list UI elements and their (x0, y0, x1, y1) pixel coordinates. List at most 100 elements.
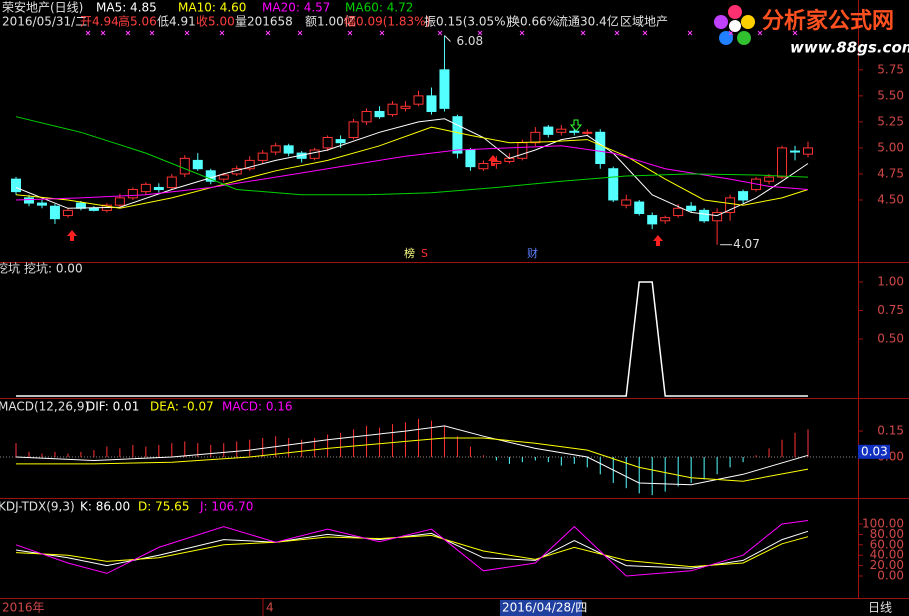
candle-body (283, 145, 294, 154)
quote-item: 额1.00亿 (305, 14, 356, 29)
panel-label: J: 106.70 (199, 500, 253, 514)
quote-item: 流通30.4亿 (556, 14, 619, 29)
candle-body (465, 149, 476, 168)
panel-label: 挖坑: 0.00 (24, 261, 83, 276)
quote-item: 高5.06 (118, 14, 157, 29)
candle-body (257, 152, 268, 161)
candle-body (491, 160, 502, 165)
candle-body (725, 197, 736, 213)
buy-arrow (653, 235, 663, 246)
signal-cross (347, 30, 353, 36)
signal-cross (184, 30, 190, 36)
candle-body (335, 139, 346, 144)
quote-item: 开4.94 (80, 15, 119, 29)
candle-body (712, 211, 723, 222)
logo-name: 分析家公式网 (762, 8, 894, 34)
candle-body (569, 130, 580, 133)
candle-body (192, 159, 203, 170)
candle-body (621, 199, 632, 206)
buy-arrow (67, 230, 77, 241)
indicator-line (15, 118, 809, 217)
petal (728, 5, 742, 19)
low-label: 4.07 (733, 237, 760, 251)
signal-cross (100, 30, 106, 36)
candle-body (244, 159, 255, 170)
indicator-line (15, 145, 809, 201)
y-tick-label: 0.50 (877, 332, 904, 346)
panel-label: K: 86.00 (80, 500, 130, 514)
candle-body (179, 157, 190, 175)
candle-body (218, 174, 229, 180)
candle-body (439, 69, 450, 109)
event-mark: 榜 (404, 246, 415, 260)
y-tick-label: 0.75 (877, 303, 904, 317)
signal-cross (125, 30, 131, 36)
signal-cross (85, 30, 91, 36)
cursor-value: 0.03 (861, 444, 888, 458)
logo-url: www.88gs.com (790, 39, 909, 57)
y-tick-label: 1.00 (877, 275, 904, 289)
y-tick-label: 5.75 (877, 62, 904, 76)
y-tick-label: 0.00 (877, 569, 904, 583)
signal-cross (519, 30, 525, 36)
indicator-line (15, 520, 809, 577)
signal-cross (379, 30, 385, 36)
indicator-line (15, 126, 809, 209)
candle-body (49, 205, 60, 220)
signal-cross (687, 30, 693, 36)
candle-body (127, 189, 138, 199)
y-tick-label: 4.75 (877, 166, 904, 180)
candle-body (634, 201, 645, 214)
panel-label: DEA: -0.07 (150, 400, 214, 414)
y-tick-label: 0.15 (877, 424, 904, 438)
candle-body (400, 105, 411, 109)
y-tick-label: 20.00 (870, 558, 904, 572)
candle-body (556, 128, 567, 133)
frames (0, 0, 909, 599)
y-tick-label: 100.00 (862, 517, 904, 531)
period-label: 日线 (868, 601, 892, 615)
date-label: 4 (266, 601, 274, 615)
candle-body (36, 202, 47, 206)
y-tick-label: 40.00 (870, 548, 904, 562)
quote-item: 换0.66% (508, 15, 558, 29)
candle-body (647, 215, 658, 225)
quote-item: 区域地产 (620, 15, 668, 29)
candle-body (62, 209, 73, 217)
candle-body (530, 131, 541, 144)
candle-body (738, 191, 749, 201)
petal (714, 15, 728, 29)
quote-item: 振0.15(3.05%) (424, 15, 510, 29)
y-tick-label: 5.25 (877, 114, 904, 128)
candle-body (114, 197, 125, 206)
candle-body (309, 149, 320, 159)
signal-cross (149, 30, 155, 36)
candle-body (11, 178, 21, 193)
candle-body (270, 145, 281, 153)
signal-cross (792, 30, 798, 36)
high-label: 6.08 (456, 34, 483, 48)
candle-body (140, 183, 151, 193)
signal-cross (642, 30, 648, 36)
y-tick-label: 4.50 (877, 192, 904, 206)
candle-body (361, 110, 372, 123)
signal-cross (728, 30, 734, 36)
cursor-date: 2016/04/28/四 (502, 601, 587, 615)
candle-body (348, 121, 359, 138)
candle-body (764, 176, 775, 182)
signal-cross (265, 30, 271, 36)
flower-center (729, 20, 741, 32)
candle-body (699, 209, 710, 222)
candle-body (608, 168, 619, 201)
candle-body (660, 217, 671, 222)
indicator-line (15, 116, 809, 196)
indicator-line (16, 437, 809, 482)
y-tick-label: 80.00 (870, 527, 904, 541)
quote-item: 量201658 (235, 15, 293, 29)
petal (741, 15, 755, 29)
panel-title: MACD(12,26,9) (0, 400, 89, 414)
signal-cross (614, 30, 620, 36)
ma-label: MA10: 4.60 (178, 1, 246, 15)
quote-item: 低4.91 (157, 15, 196, 29)
